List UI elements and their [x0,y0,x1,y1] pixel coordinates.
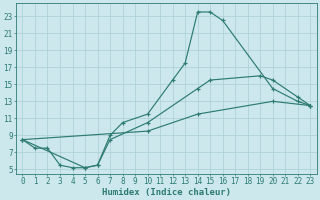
X-axis label: Humidex (Indice chaleur): Humidex (Indice chaleur) [102,188,231,197]
